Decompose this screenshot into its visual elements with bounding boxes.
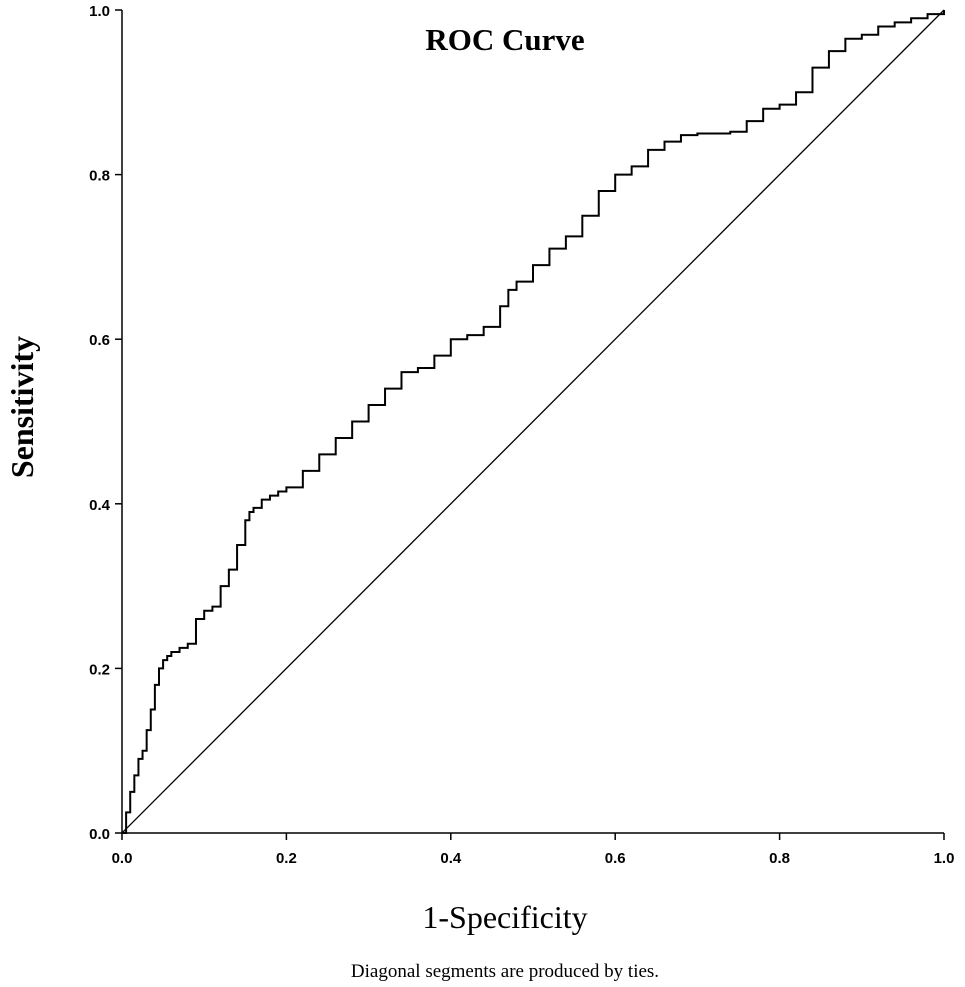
y-tick-label: 0.4 [89, 497, 111, 514]
x-tick-label: 0.4 [440, 850, 462, 867]
chart-footnote: Diagonal segments are produced by ties. [351, 961, 659, 982]
y-tick-label: 0.2 [89, 661, 110, 678]
y-tick-label: 1.0 [89, 3, 110, 20]
y-tick-label: 0.0 [89, 826, 110, 843]
reference-diagonal-line [121, 9, 945, 834]
y-axis-ticks: 0.0 0.2 0.4 0.6 0.8 1.0 [89, 3, 122, 843]
plot-area [121, 9, 945, 834]
y-axis-label: Sensitivity [4, 336, 40, 478]
x-tick-label: 0.0 [112, 850, 133, 867]
y-tick-label: 0.8 [89, 168, 110, 185]
x-tick-label: 0.6 [605, 850, 626, 867]
x-tick-label: 0.2 [276, 850, 297, 867]
chart-title: ROC Curve [425, 22, 584, 57]
x-axis-label: 1-Specificity [422, 899, 587, 935]
x-axis-ticks: 0.0 0.2 0.4 0.6 0.8 1.0 [112, 833, 955, 867]
roc-curve-line [122, 10, 945, 834]
y-tick-label: 0.6 [89, 332, 110, 349]
x-tick-label: 0.8 [769, 850, 790, 867]
x-tick-label: 1.0 [934, 850, 955, 867]
